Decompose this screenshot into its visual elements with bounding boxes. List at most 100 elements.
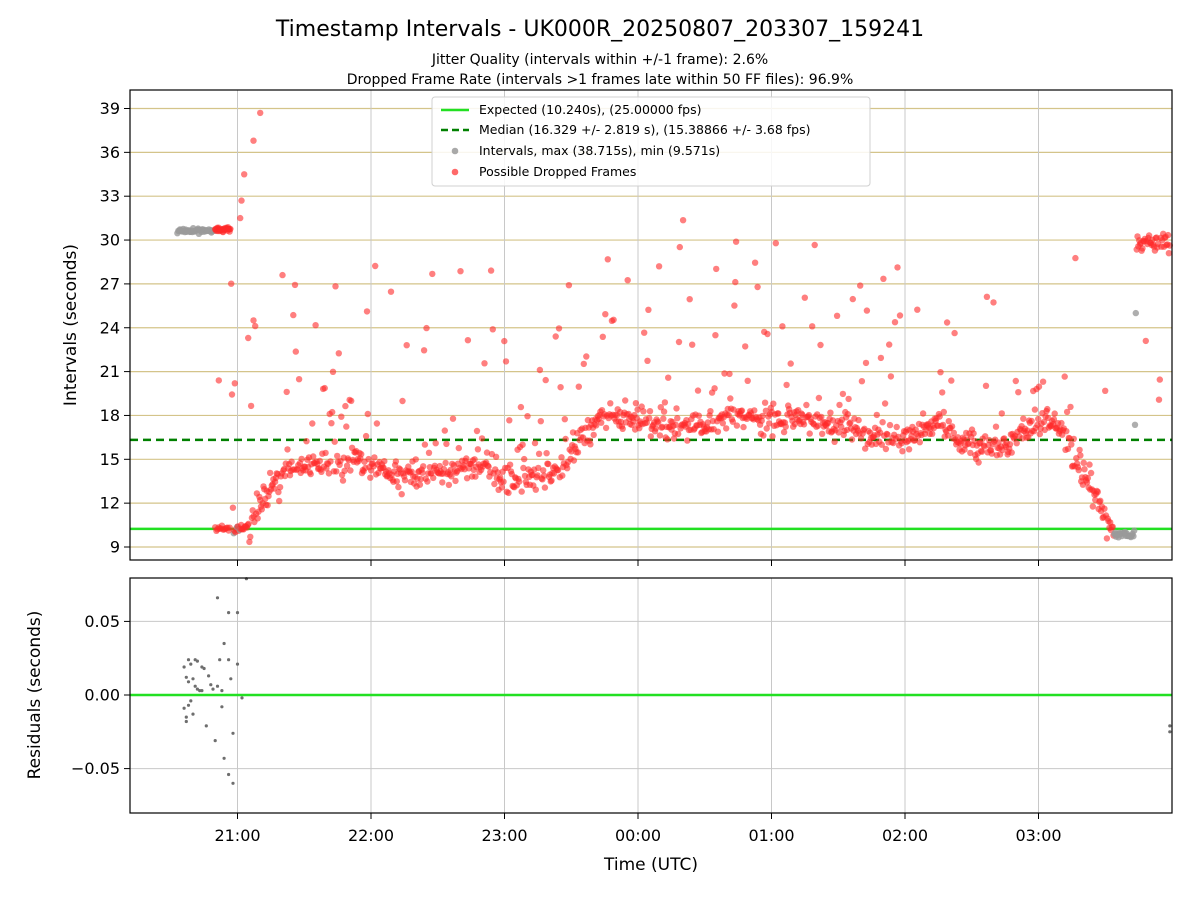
dropped-frame-point: [878, 441, 885, 448]
dropped-frame-point: [713, 265, 720, 273]
dropped-frame-point: [580, 360, 587, 368]
dropped-frame-point: [1076, 446, 1083, 454]
dropped-frame-point: [562, 435, 569, 443]
residual-point: [235, 611, 240, 615]
dropped-frame-point: [250, 317, 257, 324]
dropped-frame-point: [412, 456, 419, 463]
dropped-frame-point: [284, 446, 291, 453]
dropped-frame-point: [252, 322, 259, 330]
dropped-frame-point: [660, 408, 668, 415]
dropped-frame-point: [640, 408, 647, 415]
dropped-frame-point: [441, 427, 448, 434]
dropped-frame-point: [751, 259, 759, 266]
dropped-frame-point: [880, 275, 887, 282]
dropped-frame-point: [857, 435, 865, 442]
residual-point: [213, 739, 217, 743]
dropped-frame-point: [518, 488, 525, 495]
residual-point: [211, 687, 215, 691]
dropped-frame-point: [1070, 435, 1078, 443]
dropped-frame-point: [531, 439, 539, 447]
dropped-frame-point: [919, 410, 927, 417]
chart-subtitle-jitter: Jitter Quality (intervals within +/-1 fr…: [431, 52, 768, 68]
dropped-frame-point: [857, 282, 864, 289]
dropped-frame-point: [988, 450, 995, 457]
dropped-frame-point: [1139, 245, 1146, 252]
dropped-frame-point: [766, 420, 773, 427]
residual-point: [1168, 724, 1172, 728]
dropped-frame-point: [348, 397, 355, 405]
dropped-frame-point: [1156, 376, 1164, 383]
residual-point: [186, 680, 191, 684]
dropped-frame-point: [1063, 428, 1070, 435]
dropped-frame-point: [829, 417, 837, 424]
dropped-frame-point: [886, 341, 893, 348]
dropped-frame-point: [334, 452, 341, 460]
dropped-frame-point: [1067, 403, 1074, 411]
residual-point: [220, 689, 224, 693]
dropped-frame-point: [429, 270, 436, 278]
dropped-frame-point: [873, 411, 880, 419]
dropped-frame-point: [970, 430, 977, 437]
residual-point: [195, 659, 199, 663]
dropped-frame-point: [1165, 250, 1173, 257]
residual-point: [231, 731, 235, 735]
dropped-frame-point: [292, 348, 299, 355]
dropped-frame-point: [246, 538, 253, 546]
residuals-panel: 0.05 0.00 −0.05 21:00 22:00 23:00 00:00 01:00 0…: [25, 577, 1173, 875]
dropped-frame-point: [226, 226, 233, 233]
dropped-frame-point: [574, 449, 582, 456]
dropped-frame-point: [1058, 419, 1065, 427]
legend-intervals-swatch: [451, 147, 459, 155]
dropped-frame-point: [347, 467, 354, 474]
intervals-x-ticks: [237, 560, 1039, 566]
dropped-frame-point: [684, 420, 692, 428]
dropped-frame-point: [498, 484, 506, 491]
dropped-frame-point: [325, 470, 333, 477]
dropped-frame-point: [1040, 418, 1048, 426]
dropped-frame-point: [310, 453, 317, 460]
dropped-frame-point: [570, 457, 578, 464]
dropped-frame-point: [719, 420, 726, 427]
legend: Expected (10.240s), (25.00000 fps) Media…: [431, 96, 871, 187]
dropped-frame-point: [561, 416, 568, 423]
interval-points: [174, 109, 1174, 546]
residual-point: [227, 611, 231, 615]
residual-point: [200, 689, 204, 693]
dropped-frame-point: [439, 479, 446, 486]
dropped-frame-point: [1109, 523, 1116, 530]
dropped-frame-point: [554, 467, 562, 474]
dropped-frame-point: [483, 449, 491, 456]
dropped-frame-point: [489, 326, 496, 333]
x-tick-label: 01:00: [748, 826, 794, 845]
dropped-frame-point: [275, 488, 282, 496]
dropped-frame-point: [839, 390, 847, 398]
dropped-frame-point: [215, 377, 222, 384]
dropped-frame-point: [398, 491, 405, 498]
dropped-frame-point: [944, 432, 952, 439]
reference-lines: [130, 438, 1172, 531]
dropped-frame-point: [937, 369, 944, 376]
dropped-frame-point: [787, 360, 794, 367]
dropped-frame-point: [1061, 373, 1068, 380]
dropped-frame-point: [711, 385, 718, 392]
dropped-frame-point: [632, 400, 640, 407]
dropped-frame-point: [893, 423, 900, 431]
dropped-frame-point: [343, 462, 351, 469]
residual-point: [186, 703, 191, 707]
dropped-frame-point: [740, 423, 747, 431]
dropped-frame-point: [358, 451, 365, 458]
dropped-frame-point: [543, 450, 550, 457]
dropped-frame-point: [604, 256, 611, 263]
dropped-frame-point: [879, 419, 886, 426]
dropped-frame-point: [780, 428, 788, 436]
dropped-frame-point: [622, 397, 629, 404]
dropped-frame-point: [250, 137, 257, 144]
dropped-frame-point: [464, 337, 472, 344]
dropped-frame-point: [471, 456, 478, 463]
dropped-frame-point: [806, 430, 813, 437]
dropped-frame-point: [420, 463, 427, 470]
dropped-frame-point: [1035, 383, 1043, 390]
residuals-y-ticks: 0.05 0.00 −0.05: [71, 612, 130, 778]
dropped-frame-point: [228, 280, 235, 287]
dropped-frame-point: [364, 410, 371, 418]
